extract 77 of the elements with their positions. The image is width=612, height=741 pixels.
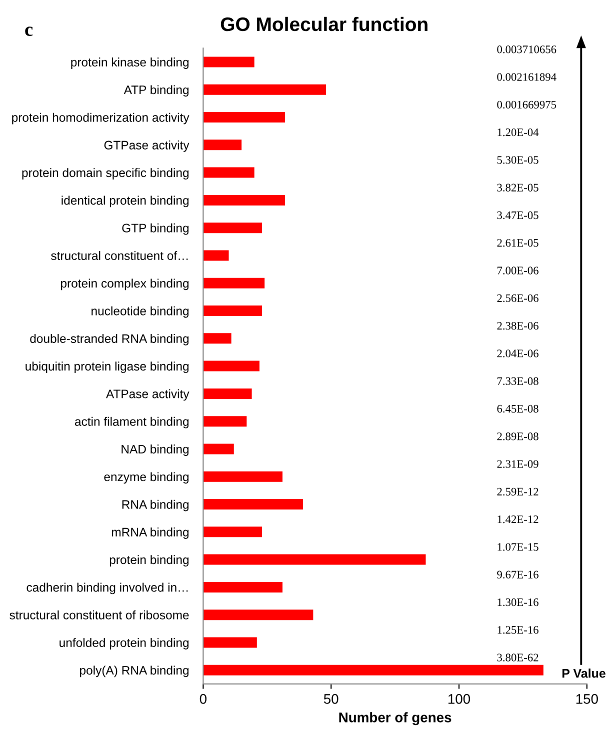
annotation: 2.38E-06 (497, 322, 538, 330)
text: c (25, 26, 33, 36)
bar (203, 499, 303, 510)
y-tick-label: double-stranded RNA binding (30, 334, 189, 346)
y-tick-label: enzyme binding (104, 472, 189, 484)
annotation: 2.31E-09 (497, 460, 538, 468)
x-tick-label: 0 (200, 694, 207, 704)
bar (203, 222, 262, 234)
bar (203, 84, 326, 95)
y-tick-label: protein domain specific binding (22, 168, 189, 180)
bar (203, 194, 286, 206)
bar (203, 526, 262, 538)
bar (203, 250, 229, 261)
y-tick-label: ubiquitin protein ligase binding (26, 362, 189, 374)
bar (203, 333, 232, 344)
bar (203, 444, 234, 454)
bar (203, 56, 254, 68)
annotation: 2.56E-06 (497, 294, 538, 302)
annotation: 3.82E-05 (497, 184, 538, 192)
annotation: 3.80E-62 (497, 654, 538, 662)
annotation: 2.89E-08 (497, 432, 538, 440)
bar (203, 416, 247, 427)
x-axis-title: Number of genes (339, 712, 452, 726)
y-tick-label: NAD binding (122, 444, 189, 456)
y-tick-label: nucleotide binding (92, 306, 189, 318)
annotation: 7.00E-06 (497, 266, 538, 274)
bar (203, 388, 252, 399)
y-tick-label: RNA binding (122, 500, 189, 512)
y-tick-label: unfolded protein binding (60, 638, 189, 650)
x-tick-label: 100 (448, 694, 470, 704)
annotation: P Value (562, 668, 606, 678)
annotation: 9.67E-16 (497, 570, 538, 578)
annotation: 3.47E-05 (497, 211, 538, 220)
y-tick-label: structural constituent of… (51, 251, 188, 260)
annotation: 1.20E-04 (498, 128, 539, 136)
bar (203, 554, 426, 565)
annotation: 0.001669975 (497, 100, 556, 109)
bar (203, 610, 314, 620)
annotation: 2.59E-12 (497, 488, 538, 496)
bar (203, 582, 282, 592)
annotation: 1.42E-12 (498, 515, 538, 524)
chart-title: GO Molecular function (220, 16, 428, 32)
annotation: 6.45E-08 (497, 404, 538, 413)
annotation: 0.002161894 (497, 73, 556, 81)
y-tick-label: mRNA binding (112, 527, 189, 539)
bar (203, 112, 286, 123)
annotation: 2.04E-06 (497, 350, 538, 358)
annotation: 2.61E-05 (497, 239, 538, 247)
bar (203, 167, 254, 178)
annotation: 1.25E-16 (498, 626, 538, 634)
y-tick-label: actin filament binding (75, 416, 189, 428)
y-tick-label: protein kinase binding (71, 58, 189, 69)
x-tick-label: 50 (324, 694, 338, 704)
annotation: 1.07E-15 (498, 543, 538, 551)
y-tick-label: protein homodimerization activity (12, 112, 190, 124)
y-tick-label: ATPase activity (106, 389, 190, 401)
y-tick-label: poly(A) RNA binding (80, 666, 189, 678)
annotation: 1.30E-16 (498, 598, 538, 606)
y-tick-label: cadherin binding involved in… (26, 582, 188, 594)
y-tick-label: protein complex binding (61, 278, 189, 290)
y-tick-label: identical protein binding (62, 196, 189, 208)
bar (203, 306, 262, 316)
bar (203, 360, 260, 372)
y-tick-label: ATP binding (124, 85, 189, 97)
annotation: 0.003710656 (497, 46, 556, 54)
y-tick-label: structural constituent of ribosome (10, 610, 189, 620)
x-tick-label: 150 (576, 694, 598, 704)
bar (203, 664, 544, 676)
bar (203, 471, 282, 482)
bar (203, 140, 242, 150)
y-tick-label: GTP binding (122, 223, 189, 235)
annotation: 5.30E-05 (497, 156, 538, 164)
annotation: 7.33E-08 (497, 377, 538, 385)
bar (203, 278, 265, 288)
y-tick-label: GTPase activity (104, 140, 190, 152)
bar (203, 637, 257, 648)
y-tick-label: protein binding (110, 555, 189, 567)
